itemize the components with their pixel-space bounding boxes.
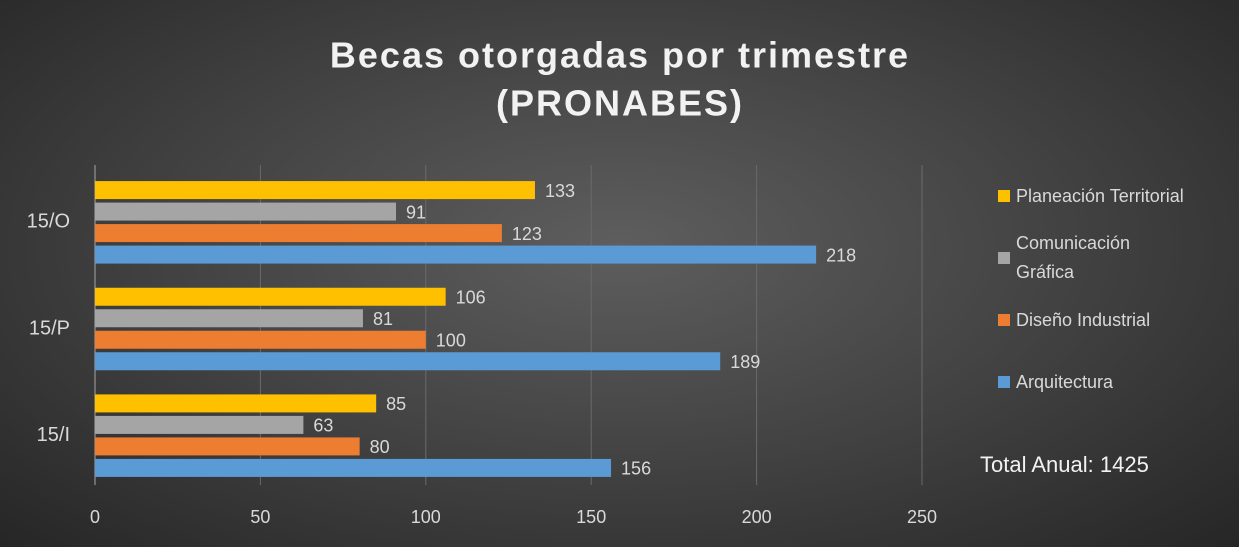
legend-swatch <box>998 190 1010 202</box>
y-tick-label: 15/P <box>29 317 70 339</box>
legend-label: Diseño Industrial <box>1016 309 1151 330</box>
bar <box>95 437 360 456</box>
legend-swatch <box>998 314 1010 326</box>
legend-label: Comunicación Gráfica <box>1016 233 1131 282</box>
x-tick-label: 100 <box>411 507 441 527</box>
legend-entry: Diseño Industrial <box>998 289 1188 351</box>
data-label: 63 <box>313 416 333 436</box>
legend-swatch <box>998 252 1010 264</box>
x-tick-label: 250 <box>907 507 937 527</box>
x-tick-label: 200 <box>742 507 772 527</box>
bar <box>95 352 721 371</box>
legend-entry: Planeación Territorial <box>998 165 1188 227</box>
legend: Planeación Territorial Comunicación Gráfi… <box>998 165 1188 413</box>
bar <box>95 458 612 477</box>
data-label: 123 <box>512 224 542 244</box>
legend-entry: Arquitectura <box>998 351 1188 413</box>
y-tick-label: 15/O <box>27 211 70 233</box>
legend-entry: Comunicación Gráfica <box>998 227 1188 289</box>
x-tick-label: 50 <box>250 507 270 527</box>
legend-swatch <box>998 376 1010 388</box>
data-label: 156 <box>621 459 651 479</box>
data-label: 106 <box>456 288 486 308</box>
x-tick-label: 150 <box>576 507 606 527</box>
data-label: 218 <box>826 245 856 265</box>
legend-label: Arquitectura <box>1016 371 1114 392</box>
chart-title: Becas otorgadas por trimestre <box>330 35 910 76</box>
bar <box>95 415 304 434</box>
annotation: Total Anual: 1425 <box>980 452 1149 477</box>
bar <box>95 287 446 306</box>
x-tick-label: 0 <box>90 507 100 527</box>
data-label: 133 <box>545 181 575 201</box>
y-tick-label: 15/I <box>37 424 70 446</box>
bar <box>95 245 817 264</box>
bar <box>95 309 363 328</box>
legend-label: Planeación Territorial <box>1016 185 1184 206</box>
bar <box>95 181 535 200</box>
chart-title: (PRONABES) <box>496 83 744 124</box>
bar <box>95 224 502 243</box>
data-label: 80 <box>370 437 390 457</box>
bar <box>95 202 397 221</box>
bar <box>95 394 377 413</box>
data-label: 100 <box>436 331 466 351</box>
data-label: 81 <box>373 309 393 329</box>
data-label: 189 <box>730 352 760 372</box>
bar <box>95 330 426 349</box>
data-label: 85 <box>386 394 406 414</box>
data-label: 91 <box>406 202 426 222</box>
